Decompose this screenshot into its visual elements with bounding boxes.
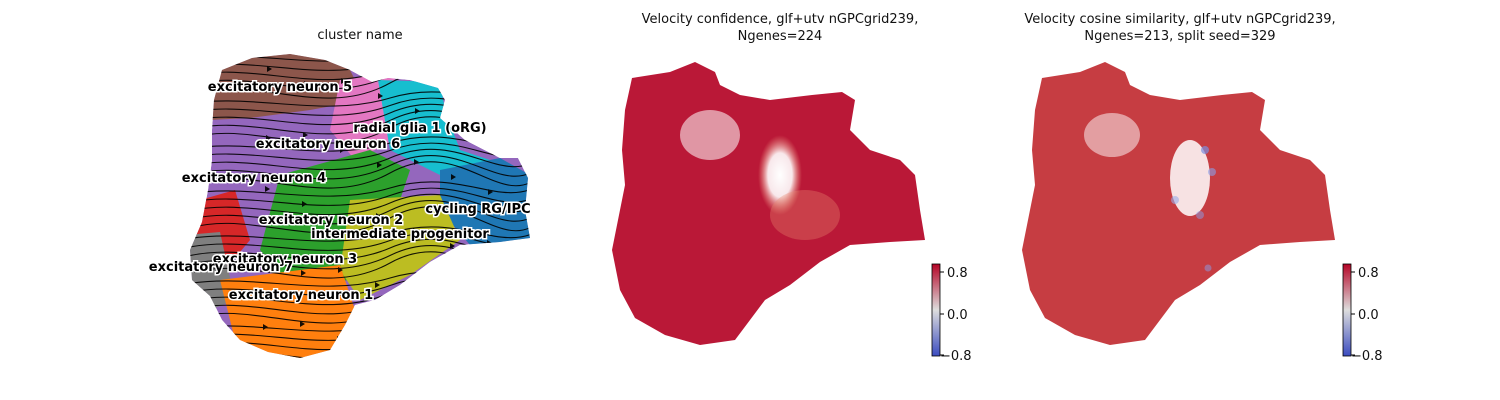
streamline-arrowhead <box>302 201 307 207</box>
confidence-colorbar: 0.8 0.0 −0.8 <box>931 263 972 364</box>
cosine-colorbar: 0.8 0.0 −0.8 <box>1342 263 1383 364</box>
colorbar-tick-mid: 0.0 <box>1358 308 1379 323</box>
streamline-arrowhead <box>303 132 308 138</box>
streamline-arrowhead <box>304 81 309 87</box>
confidence-title-line2: Ngenes=224 <box>737 29 823 44</box>
velocity-streamline <box>190 335 530 358</box>
confidence-panel-title: Velocity confidence, glf+utv nGPCgrid239… <box>580 11 980 45</box>
confidence-title-line1: Velocity confidence, glf+utv nGPCgrid239… <box>641 12 919 27</box>
streamline-arrowhead <box>265 186 270 192</box>
colorbar-tick-top: 0.8 <box>1358 266 1379 281</box>
velocity-streamline <box>190 187 530 206</box>
velocity-streamline <box>190 193 530 216</box>
streamline-arrowhead <box>341 78 346 84</box>
colorbar-tick-bottom: −0.8 <box>1351 349 1383 364</box>
cluster-label: intermediate progenitor <box>311 227 489 242</box>
streamline-arrowhead <box>300 321 305 327</box>
streamline-arrowhead <box>413 228 418 234</box>
cluster-label: excitatory neuron 3 <box>213 252 357 267</box>
cluster-label: excitatory neuron 2 <box>259 213 403 228</box>
velocity-streamline <box>190 54 530 62</box>
cluster-panel-title: cluster name <box>317 28 403 43</box>
cosine-title-line1: Velocity cosine similarity, glf+utv nGPC… <box>1024 12 1336 27</box>
cluster-label: excitatory neuron 4 <box>182 171 326 186</box>
streamline-arrowhead <box>377 162 382 168</box>
cluster-label: excitatory neuron 6 <box>256 137 400 152</box>
streamline-arrowhead <box>489 120 494 126</box>
cosine-panel: Velocity cosine similarity, glf+utv nGPC… <box>990 0 1390 400</box>
confidence-panel: Velocity confidence, glf+utv nGPCgrid239… <box>580 0 980 400</box>
velocity-streamline <box>190 155 530 180</box>
streamline-arrowhead <box>337 336 342 342</box>
streamline-arrowhead <box>411 348 416 354</box>
cluster-label: cycling RG/IPC <box>425 202 530 217</box>
confidence-plot: 0.8 0.0 −0.8 <box>612 62 972 364</box>
streamline-arrowhead <box>264 255 269 261</box>
streamline-arrowhead <box>412 297 417 303</box>
velocity-streamline <box>190 161 530 189</box>
cosine-plot: 0.8 0.0 −0.8 <box>1022 62 1383 364</box>
streamline-arrowhead <box>415 108 420 114</box>
streamline-arrowhead <box>449 294 454 300</box>
streamline-arrowhead <box>339 216 344 222</box>
velocity-streamline <box>190 181 530 197</box>
colorbar-tick-mid: 0.0 <box>947 308 968 323</box>
cosine-title-line2: Ngenes=213, split seed=329 <box>1084 29 1276 44</box>
streamline-arrowhead <box>375 282 380 288</box>
streamline-arrowhead <box>378 93 383 99</box>
streamline-arrowhead <box>267 66 272 72</box>
velocity-streamline <box>190 226 530 242</box>
cluster-label: radial glia 1 (oRG) <box>353 121 486 136</box>
cluster-label: excitatory neuron 1 <box>229 288 373 303</box>
streamline-arrowhead <box>486 309 491 315</box>
streamline-arrowhead <box>263 324 268 330</box>
colorbar-tick-bottom: −0.8 <box>940 349 972 364</box>
streamline-arrowhead <box>230 54 235 57</box>
colorbar-tick-top: 0.8 <box>947 266 968 281</box>
velocity-streamline <box>190 200 530 225</box>
streamline-arrowhead <box>374 351 379 357</box>
cosine-panel-title: Velocity cosine similarity, glf+utv nGPC… <box>980 11 1380 45</box>
streamline-arrowhead <box>376 213 381 219</box>
cluster-panel: cluster name excitatory neuron 5 radial g… <box>140 0 580 400</box>
streamline-arrowhead <box>301 270 306 276</box>
cluster-label: excitatory neuron 5 <box>208 80 352 95</box>
streamline-arrowhead <box>340 147 345 153</box>
velocity-streamline <box>190 206 530 234</box>
velocity-streamline <box>190 148 530 171</box>
streamline-arrowhead <box>451 174 456 180</box>
streamline-arrowhead <box>338 267 343 273</box>
streamline-arrowhead <box>452 105 457 111</box>
cluster-label: excitatory neuron 7 <box>149 260 293 275</box>
